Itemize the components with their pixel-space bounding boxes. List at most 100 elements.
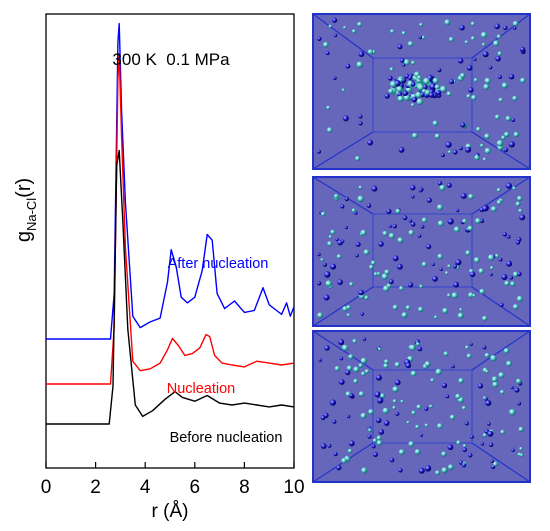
- atom: [411, 60, 416, 65]
- atom: [367, 139, 373, 146]
- atom: [354, 211, 358, 215]
- atom: [513, 131, 519, 138]
- annotation: 300 K 0.1 MPa: [112, 50, 230, 69]
- atom: [410, 81, 416, 87]
- atom: [482, 51, 489, 58]
- atom: [378, 429, 385, 435]
- atom: [468, 453, 473, 458]
- atom: [341, 457, 347, 464]
- atom: [367, 434, 372, 439]
- atom: [360, 229, 367, 236]
- atom: [419, 433, 423, 437]
- atom: [470, 435, 474, 439]
- atom: [447, 293, 451, 298]
- atom: [445, 141, 452, 148]
- atom: [383, 285, 390, 292]
- atom: [347, 448, 353, 454]
- atom: [488, 65, 493, 70]
- atom: [345, 369, 351, 376]
- atom: [383, 363, 389, 369]
- atom: [464, 40, 469, 44]
- atom: [410, 370, 417, 377]
- atom: [490, 355, 497, 362]
- atom: [516, 295, 523, 302]
- atom: [453, 226, 460, 233]
- atom: [485, 369, 489, 374]
- atom: [416, 404, 422, 410]
- atom: [382, 407, 389, 414]
- atom: [347, 414, 351, 419]
- atom: [403, 59, 410, 66]
- atom: [328, 235, 333, 239]
- atom: [495, 56, 501, 62]
- atom: [422, 84, 428, 90]
- atom: [407, 41, 414, 47]
- atom: [371, 260, 376, 266]
- atom: [421, 217, 428, 223]
- atom: [500, 389, 505, 395]
- atom: [498, 257, 503, 262]
- atom: [320, 211, 326, 217]
- atom: [340, 204, 345, 209]
- series-line-before-nucleation: [46, 149, 295, 425]
- atom: [358, 363, 363, 368]
- atom: [441, 451, 447, 457]
- atom: [461, 463, 467, 468]
- atom: [357, 195, 364, 202]
- atom: [317, 36, 322, 41]
- atom: [355, 253, 359, 258]
- atom: [437, 68, 442, 73]
- atom: [325, 280, 332, 287]
- atom: [470, 36, 476, 41]
- atom: [406, 420, 410, 424]
- atom: [358, 289, 364, 296]
- atom: [378, 241, 384, 247]
- atom: [465, 146, 472, 153]
- atom: [408, 219, 413, 223]
- atom: [317, 312, 323, 319]
- atom: [439, 184, 446, 191]
- atom: [329, 399, 336, 406]
- atom: [411, 195, 415, 199]
- plot-frame: [45, 13, 295, 469]
- atom: [512, 304, 519, 310]
- y-axis-label-subscript: Na-Cl: [24, 198, 39, 231]
- atom: [453, 264, 458, 269]
- atom: [336, 465, 342, 471]
- atom: [489, 442, 494, 447]
- y-axis-label-main: g: [13, 231, 35, 242]
- atom: [459, 25, 465, 31]
- atom: [376, 435, 382, 441]
- atom: [496, 188, 501, 192]
- atom: [502, 232, 507, 237]
- atom: [397, 44, 403, 50]
- atom: [416, 98, 424, 105]
- atom: [520, 46, 526, 53]
- snapshot-before-nucleation: [312, 330, 531, 483]
- atom: [344, 225, 348, 230]
- atom: [392, 405, 397, 410]
- atom: [417, 84, 425, 91]
- atom: [320, 258, 324, 262]
- atom: [374, 391, 381, 398]
- atom: [464, 421, 469, 426]
- atom: [343, 25, 347, 30]
- atom: [418, 189, 423, 193]
- atom: [373, 452, 378, 458]
- atom: [500, 429, 505, 435]
- atom: [459, 146, 463, 151]
- atom: [349, 282, 354, 287]
- atom: [449, 414, 456, 420]
- atom: [389, 80, 397, 88]
- atom: [431, 262, 435, 266]
- atom: [491, 376, 498, 383]
- atom: [505, 115, 511, 122]
- atom: [517, 271, 522, 277]
- atom: [323, 41, 329, 48]
- atom: [332, 419, 337, 424]
- atom: [333, 33, 338, 38]
- atom: [444, 19, 451, 26]
- atom: [355, 156, 361, 161]
- atom: [397, 92, 403, 97]
- atom: [448, 150, 452, 154]
